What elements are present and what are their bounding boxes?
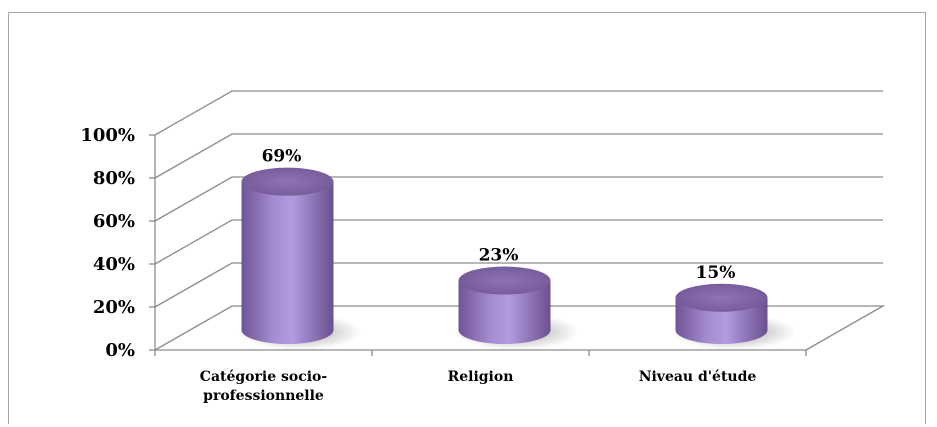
data-label: 15%: [696, 263, 736, 283]
gridline: [154, 262, 883, 308]
axis-layer: [149, 134, 886, 356]
x-tick-label: Religion: [448, 369, 514, 385]
bar: [458, 280, 551, 345]
gridline: [154, 219, 883, 265]
y-tick-label: 100%: [80, 125, 135, 146]
y-tick-label: 20%: [93, 297, 135, 318]
bar: [241, 181, 334, 345]
x-tick-label: Niveau d'étude: [639, 369, 757, 385]
gridline: [154, 176, 883, 222]
bar-top: [675, 283, 768, 312]
y-tick-label: 80%: [93, 168, 135, 189]
y-tick-label: 60%: [93, 211, 135, 232]
bar-top: [241, 167, 334, 196]
labels-layer: 0% 20% 40% 60% 80% 100% 69% Catégorie socio-pro…: [80, 125, 756, 404]
chart-frame: [8, 12, 926, 424]
grid-layer: [154, 90, 883, 308]
data-label: 69%: [262, 147, 302, 167]
bar-top: [458, 266, 551, 295]
gridline: [154, 133, 883, 179]
floor-outline: [154, 305, 886, 351]
gridline: [154, 90, 883, 136]
data-label: 23%: [479, 246, 519, 266]
x-tick-label: professionnelle: [203, 388, 324, 404]
x-tick-label: Catégorie socio-: [200, 369, 328, 385]
bars-layer: [237, 167, 796, 350]
y-tick-label: 0%: [105, 340, 135, 361]
y-tick-label: 40%: [93, 254, 135, 275]
